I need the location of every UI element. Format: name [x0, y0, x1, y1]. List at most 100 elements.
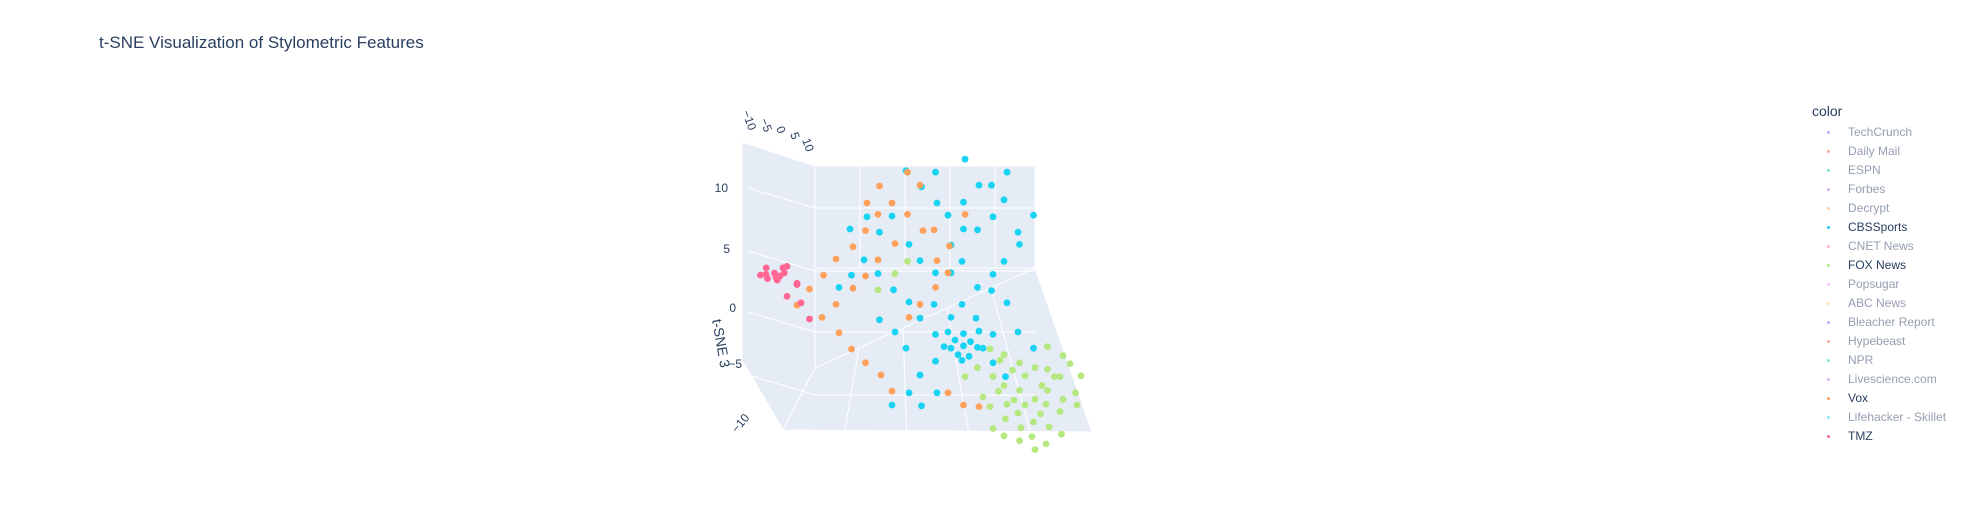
data-point-cbssports — [960, 330, 967, 337]
legend-item-npr[interactable]: NPR — [1812, 351, 1946, 370]
legend-item-abc-news[interactable]: ABC News — [1812, 294, 1946, 313]
data-point-cbssports — [1002, 373, 1009, 380]
data-point-fox-news — [961, 373, 969, 380]
data-point-vox — [946, 242, 953, 250]
legend-label: Lifehacker - Skillet — [1848, 410, 1947, 424]
data-point-fox-news — [989, 425, 997, 432]
data-point-fox-news — [874, 286, 882, 294]
legend-item-hypebeast[interactable]: Hypebeast — [1812, 332, 1946, 351]
legend-label: TMZ — [1848, 429, 1873, 443]
data-point-cbssports — [932, 357, 939, 365]
data-point-cbssports — [1030, 344, 1037, 352]
data-point-cbssports — [1030, 211, 1037, 219]
legend-label: Forbes — [1848, 182, 1886, 196]
z-gridline-side — [747, 374, 816, 396]
data-point-fox-news — [1016, 437, 1023, 445]
legend-label: Popsugar — [1848, 277, 1900, 291]
data-point-vox — [820, 271, 827, 279]
data-point-vox — [862, 227, 869, 235]
data-point-vox — [848, 345, 855, 353]
data-point-cbssports — [890, 286, 897, 294]
legend-item-techcrunch[interactable]: TechCrunch — [1812, 123, 1946, 142]
legend-marker-icon — [1827, 321, 1830, 324]
data-point-fox-news — [1010, 396, 1018, 404]
legend-item-livescience-com[interactable]: Livescience.com — [1812, 370, 1946, 389]
legend-item-popsugar[interactable]: Popsugar — [1812, 275, 1946, 294]
legend-marker-icon — [1827, 378, 1830, 381]
legend-item-daily-mail[interactable]: Daily Mail — [1812, 142, 1946, 161]
legend-marker-icon — [1827, 169, 1830, 172]
data-point-vox — [933, 257, 941, 264]
y-tick-label: 5 — [787, 130, 803, 141]
data-point-cbssports — [974, 344, 981, 351]
legend-marker-icon — [1827, 207, 1830, 210]
legend-item-cbssports[interactable]: CBSSports — [1812, 218, 1946, 237]
legend-item-forbes[interactable]: Forbes — [1812, 180, 1946, 199]
legend-item-bleacher-report[interactable]: Bleacher Report — [1812, 313, 1946, 332]
legend-item-fox-news[interactable]: FOX News — [1812, 256, 1946, 275]
data-point-cbssports — [916, 257, 924, 264]
legend-item-tmz[interactable]: TMZ — [1812, 427, 1946, 446]
data-point-vox — [835, 329, 843, 337]
z-tick-label: −5 — [728, 357, 742, 371]
data-point-cbssports — [1014, 328, 1022, 336]
data-point-fox-news — [1009, 366, 1016, 374]
legend-item-lifehacker-skillet[interactable]: Lifehacker - Skillet — [1812, 408, 1946, 427]
legend-label: ABC News — [1848, 296, 1907, 310]
legend-item-vox[interactable]: Vox — [1812, 389, 1946, 408]
data-point-vox — [919, 227, 927, 235]
data-point-fox-news — [996, 357, 1004, 364]
legend-label: Daily Mail — [1848, 144, 1901, 158]
y-tick-label: 0 — [773, 124, 789, 135]
legend-item-espn[interactable]: ESPN — [1812, 161, 1946, 180]
data-point-vox — [916, 301, 924, 308]
data-point-cbssports — [958, 301, 966, 308]
data-point-cbssports — [944, 211, 952, 219]
data-point-fox-news — [1000, 382, 1008, 389]
data-point-vox — [975, 403, 983, 410]
data-point-fox-news — [1000, 351, 1008, 359]
data-point-cbssports — [960, 225, 967, 233]
data-point-cbssports — [940, 343, 948, 350]
data-point-vox — [904, 168, 911, 176]
legend-item-decrypt[interactable]: Decrypt — [1812, 199, 1946, 218]
data-point-cbssports — [932, 331, 939, 338]
chart-title: t-SNE Visualization of Stylometric Featu… — [99, 33, 424, 52]
data-point-vox — [862, 359, 869, 367]
data-point-fox-news — [1059, 395, 1067, 403]
data-point-cbssports — [902, 344, 910, 352]
data-point-tmz — [764, 275, 771, 282]
data-point-tmz — [762, 264, 770, 272]
data-point-cbssports — [947, 314, 955, 321]
data-point-tmz — [773, 276, 781, 284]
data-point-fox-news — [1003, 400, 1011, 408]
data-point-tmz — [780, 269, 788, 277]
data-point-vox — [818, 314, 826, 321]
legend-title: color — [1812, 103, 1843, 119]
data-point-vox — [832, 301, 840, 308]
data-point-fox-news — [1016, 387, 1023, 394]
data-point-cbssports — [988, 181, 995, 189]
data-point-cbssports — [918, 402, 925, 410]
data-point-cbssports — [905, 241, 913, 248]
data-point-vox — [863, 199, 871, 207]
floor-gridline — [844, 347, 860, 431]
data-point-cbssports — [888, 212, 896, 220]
data-point-fox-news — [1030, 418, 1037, 426]
legend-item-cnet-news[interactable]: CNET News — [1812, 237, 1946, 256]
legend-marker-icon — [1827, 245, 1830, 248]
data-point-cbssports — [947, 344, 955, 352]
data-point-cbssports — [876, 316, 883, 324]
back-wall — [814, 165, 1036, 269]
data-point-cbssports — [1014, 228, 1022, 236]
y-tick-label: −5 — [757, 116, 775, 134]
legend-marker-icon — [1827, 188, 1830, 191]
data-point-cbssports — [863, 213, 871, 221]
legend-marker-icon — [1827, 131, 1830, 134]
legend-label: Livescience.com — [1848, 372, 1937, 386]
data-point-fox-news — [1042, 400, 1050, 408]
data-point-vox — [891, 240, 899, 248]
legend-marker-icon — [1827, 226, 1830, 229]
data-point-cbssports — [975, 181, 983, 189]
